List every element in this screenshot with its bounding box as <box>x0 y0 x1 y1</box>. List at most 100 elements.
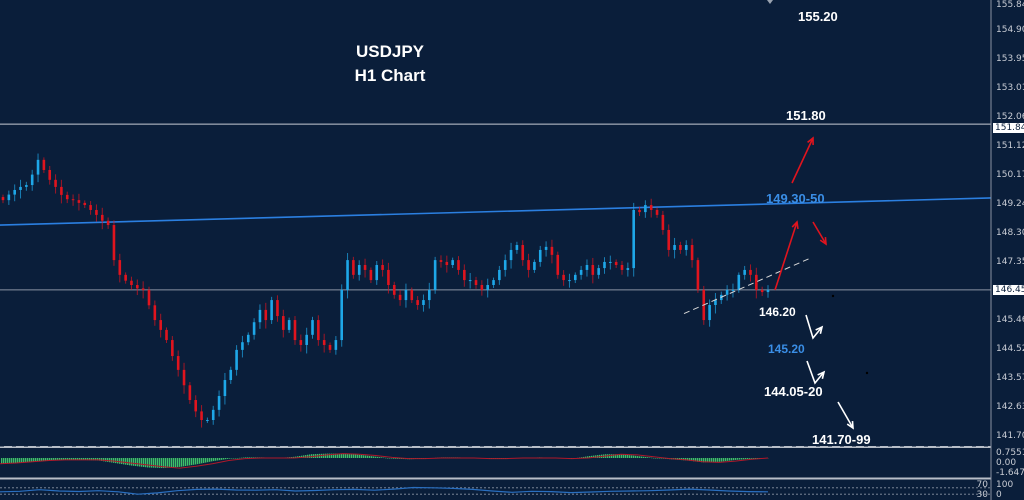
annotation-149-30-50: 149.30-50 <box>766 191 825 206</box>
candle-body <box>503 260 507 270</box>
macd-histogram-bar <box>613 454 615 458</box>
candle-body <box>515 245 519 250</box>
arrow-up-icon-head <box>807 136 814 146</box>
macd-histogram-bar <box>101 458 103 461</box>
macd-histogram-bar <box>165 458 167 468</box>
price-axis-tick: 142.630 <box>996 402 1024 412</box>
macd-histogram-bar <box>123 458 125 465</box>
macd-histogram-bar <box>733 458 735 461</box>
rsi-axis-tick: 100 <box>996 480 1014 490</box>
candle-body <box>684 245 688 250</box>
macd-histogram-bar <box>309 454 311 458</box>
macd-histogram-bar <box>703 458 705 463</box>
macd-histogram-bar <box>171 458 173 468</box>
candle-body <box>54 179 57 187</box>
macd-histogram-bar <box>655 458 657 459</box>
candle-body <box>433 260 437 290</box>
macd-histogram-bar <box>47 458 49 461</box>
macd-histogram-bar <box>37 458 39 462</box>
macd-histogram-bar <box>729 458 731 461</box>
macd-histogram-bar <box>363 455 365 458</box>
candle-body <box>544 246 548 250</box>
rsi-axis-tick: 0 <box>996 490 1002 500</box>
macd-histogram-bar <box>211 458 213 462</box>
candle-body <box>445 261 449 266</box>
macd-histogram-bar <box>641 456 643 458</box>
candle-body <box>311 320 314 335</box>
macd-histogram-bar <box>639 456 641 458</box>
candle-body <box>410 289 414 301</box>
macd-histogram-bar <box>59 458 61 461</box>
macd-histogram-bar <box>197 458 199 465</box>
macd-histogram-bar <box>9 458 11 464</box>
macd-histogram-bar <box>337 453 339 458</box>
candle-body <box>7 194 11 201</box>
macd-histogram-bar <box>99 458 101 461</box>
zigzag-arrow-icon <box>805 314 823 340</box>
candle-body <box>375 265 379 281</box>
candle-body <box>25 185 28 187</box>
candle-body <box>153 305 157 321</box>
price-axis-tick: 145.465 <box>996 315 1024 325</box>
current-price-marker: 151.841 <box>993 123 1024 133</box>
macd-histogram-bar <box>201 458 203 464</box>
macd-histogram-bar <box>585 456 587 458</box>
macd-histogram-bar <box>361 455 363 458</box>
macd-histogram-bar <box>251 457 253 458</box>
candle-body <box>638 209 641 213</box>
macd-histogram-bar <box>141 458 143 467</box>
candle-body <box>527 260 530 270</box>
macd-histogram-bar <box>657 458 659 459</box>
candle-body <box>1 197 5 201</box>
candle-body <box>679 245 682 250</box>
macd-histogram-bar <box>621 454 623 458</box>
macd-histogram-bar <box>175 458 177 468</box>
candle-body <box>147 289 151 306</box>
macd-histogram-bar <box>355 454 357 458</box>
macd-histogram-bar <box>727 458 729 461</box>
candle-body <box>118 260 122 275</box>
macd-histogram-bar <box>683 458 685 461</box>
macd-histogram-bar <box>221 458 223 460</box>
candle-body <box>287 320 291 330</box>
macd-histogram-bar <box>55 458 57 461</box>
macd-histogram-bar <box>23 458 25 463</box>
macd-histogram-bar <box>347 453 349 458</box>
macd-histogram-bar <box>233 458 235 459</box>
macd-histogram-bar <box>583 456 585 458</box>
candle-body <box>480 285 484 290</box>
macd-histogram-bar <box>633 455 635 458</box>
candle-body <box>585 265 589 270</box>
candle-body <box>159 320 162 330</box>
candle-body <box>270 300 273 321</box>
candle-body <box>486 285 489 290</box>
macd-histogram-bar <box>377 456 379 458</box>
macd-histogram-bar <box>235 458 237 459</box>
macd-histogram-bar <box>327 453 329 458</box>
macd-axis-tick: -1.6472 <box>996 468 1024 478</box>
candle-body <box>71 199 75 201</box>
macd-histogram-bar <box>637 456 639 458</box>
macd-histogram-bar <box>381 457 383 458</box>
candle-body <box>95 209 98 215</box>
macd-histogram-bar <box>189 458 191 466</box>
macd-histogram-bar <box>295 456 297 458</box>
macd-histogram-bar <box>735 458 737 460</box>
arrow-down-icon-head <box>819 236 827 246</box>
macd-histogram-bar <box>391 458 393 459</box>
candle-body <box>404 289 408 301</box>
macd-histogram-bar <box>153 458 155 468</box>
candle-body <box>626 268 630 270</box>
macd-histogram-bar <box>343 453 345 458</box>
candle-body <box>235 349 238 370</box>
candle-body <box>562 274 565 281</box>
candle-body <box>100 214 104 221</box>
candle-body <box>661 214 665 230</box>
macd-histogram-bar <box>299 455 301 458</box>
macd-histogram-bar <box>79 458 81 460</box>
macd-histogram-bar <box>85 458 87 461</box>
macd-histogram-bar <box>723 458 725 462</box>
candle-body <box>427 289 431 301</box>
macd-histogram-bar <box>169 458 171 468</box>
macd-histogram-bar <box>83 458 85 460</box>
